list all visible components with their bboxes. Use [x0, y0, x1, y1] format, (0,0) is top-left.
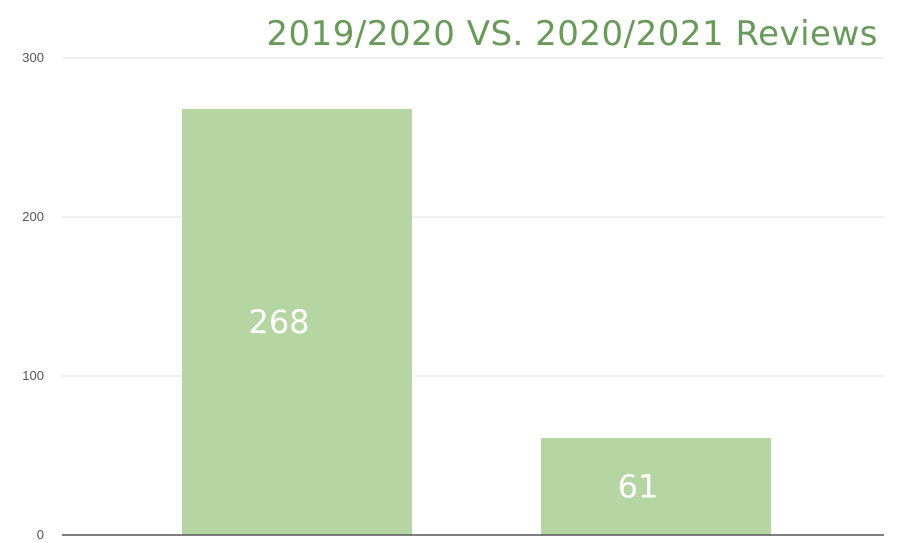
y-tick-label: 100: [22, 368, 44, 383]
y-tick-label: 0: [37, 527, 44, 542]
bar-data-label: 61: [618, 468, 659, 506]
y-tick-label: 300: [22, 50, 44, 65]
bar: [541, 438, 771, 535]
bar: [182, 108, 412, 535]
bar-data-label: 268: [248, 303, 309, 341]
chart-title: 2019/2020 VS. 2020/2021 Reviews: [266, 14, 878, 54]
y-tick-label: 200: [22, 209, 44, 224]
